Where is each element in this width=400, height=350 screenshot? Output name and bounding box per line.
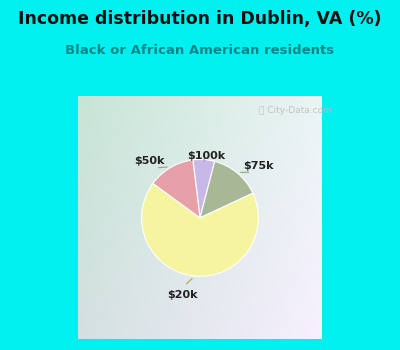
Text: $100k: $100k <box>188 151 226 161</box>
Wedge shape <box>193 160 215 218</box>
Wedge shape <box>153 160 200 218</box>
Wedge shape <box>142 183 258 276</box>
Text: $20k: $20k <box>167 290 198 300</box>
Text: Black or African American residents: Black or African American residents <box>66 44 334 57</box>
Text: $75k: $75k <box>243 161 274 171</box>
Text: ⓘ City-Data.com: ⓘ City-Data.com <box>259 106 332 115</box>
Text: $50k: $50k <box>134 156 165 166</box>
Text: Income distribution in Dublin, VA (%): Income distribution in Dublin, VA (%) <box>18 10 382 28</box>
Wedge shape <box>200 161 253 218</box>
